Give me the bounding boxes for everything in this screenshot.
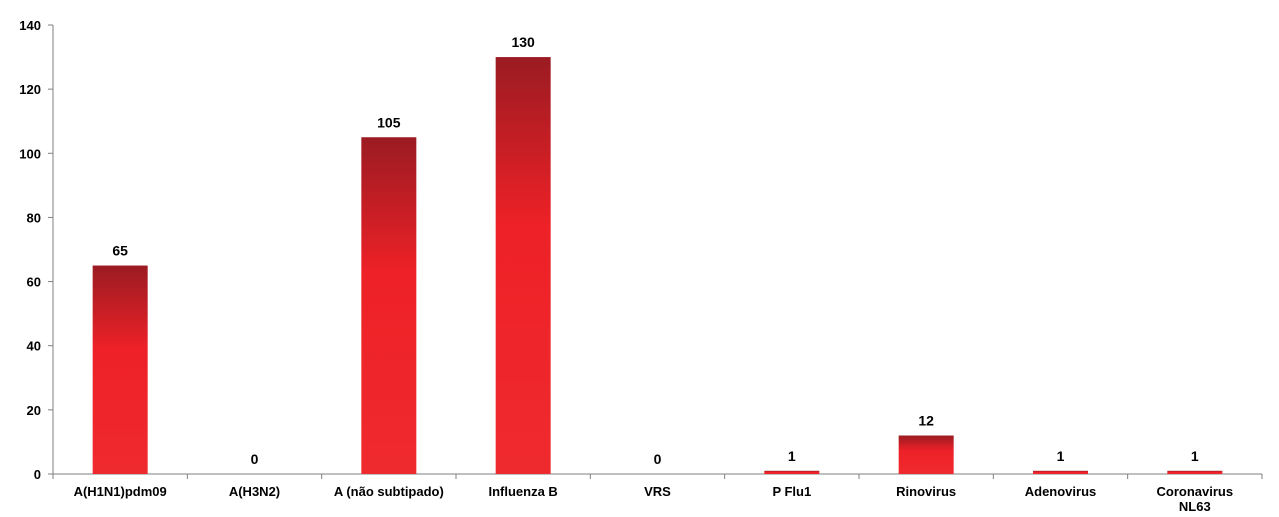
data-label: 0 bbox=[654, 451, 662, 467]
data-label: 130 bbox=[511, 34, 535, 50]
x-axis: A(H1N1)pdm09 A(H3N2) A (não subtipado) Infl… bbox=[52, 473, 1263, 514]
bar bbox=[495, 57, 551, 474]
bar bbox=[764, 470, 820, 474]
y-tick-label: 0 bbox=[34, 467, 41, 482]
y-tick-label: 120 bbox=[19, 82, 41, 97]
x-tick-label: Influenza B bbox=[488, 484, 557, 499]
data-label: 65 bbox=[112, 243, 128, 259]
data-label: 1 bbox=[788, 448, 796, 464]
x-tick-label: Adenovirus bbox=[1025, 484, 1097, 499]
x-tick-label: A (não subtipado) bbox=[334, 484, 444, 499]
bar bbox=[1167, 470, 1223, 474]
y-axis: 0 20 40 60 80 100 120 140 bbox=[19, 18, 54, 482]
x-tick-label: Coronavirus NL63 bbox=[1157, 484, 1234, 514]
x-tick-label: Rinovirus bbox=[896, 484, 956, 499]
bar bbox=[1033, 470, 1088, 474]
bar bbox=[92, 265, 148, 474]
data-label: 12 bbox=[918, 413, 934, 429]
y-tick-label: 40 bbox=[27, 339, 41, 354]
data-label: 1 bbox=[1191, 448, 1199, 464]
x-tick-label: A(H1N1)pdm09 bbox=[74, 484, 167, 499]
x-tick-label: A(H3N2) bbox=[229, 484, 280, 499]
x-tick-label: P Flu1 bbox=[772, 484, 811, 499]
bars bbox=[92, 57, 1223, 474]
bar bbox=[361, 137, 417, 474]
data-label: 0 bbox=[251, 451, 259, 467]
data-labels: 65 0 105 130 0 1 12 1 1 bbox=[112, 34, 1199, 467]
y-tick-label: 100 bbox=[19, 146, 41, 161]
data-label: 105 bbox=[377, 114, 401, 130]
data-label: 1 bbox=[1057, 448, 1065, 464]
y-tick-label: 60 bbox=[27, 275, 41, 290]
bar bbox=[898, 435, 954, 474]
y-tick-label: 140 bbox=[19, 18, 41, 33]
y-tick-label: 80 bbox=[27, 210, 41, 225]
y-tick-label: 20 bbox=[27, 403, 41, 418]
x-tick-label: VRS bbox=[644, 484, 671, 499]
